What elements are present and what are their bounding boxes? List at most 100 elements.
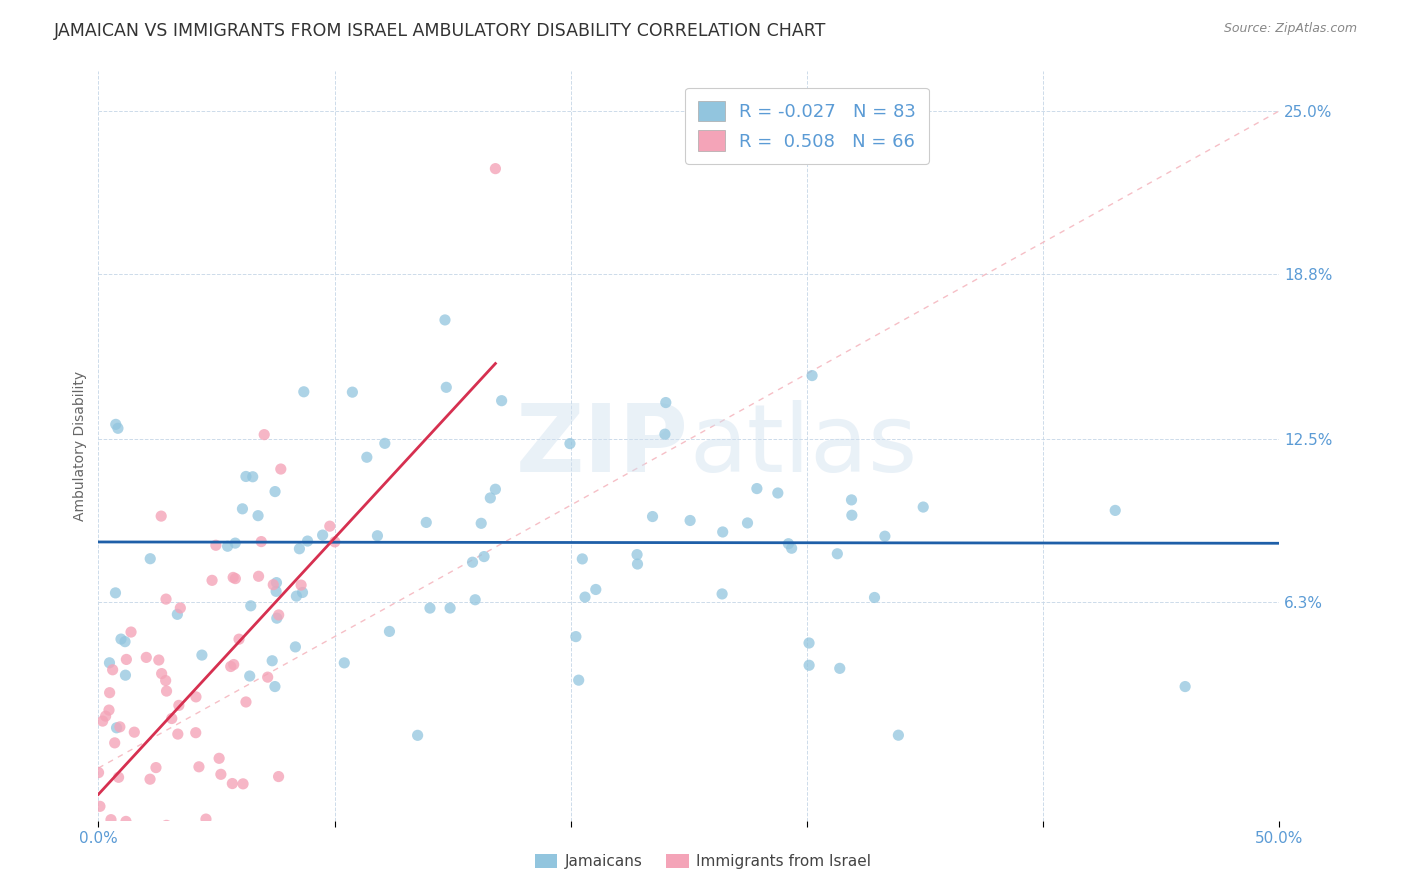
- Point: [110, 632, 132, 646]
- Point: [114, 668, 136, 682]
- Point: [267, 607, 290, 622]
- Point: [266, 611, 288, 625]
- Point: [132, 827, 155, 841]
- Point: [291, 585, 314, 599]
- Point: [228, 632, 250, 647]
- Point: [160, 712, 183, 726]
- Point: [256, 670, 278, 684]
- Point: [284, 640, 307, 654]
- Point: [266, 575, 288, 590]
- Point: [319, 519, 342, 533]
- Point: [1104, 503, 1126, 517]
- Point: [366, 529, 388, 543]
- Point: [184, 690, 207, 704]
- Point: [464, 592, 486, 607]
- Point: [434, 380, 457, 394]
- Point: [780, 541, 803, 556]
- Point: [766, 486, 789, 500]
- Point: [217, 539, 239, 553]
- Point: [94, 827, 117, 841]
- Point: [239, 669, 262, 683]
- Point: [94, 709, 117, 723]
- Point: [262, 577, 284, 591]
- Point: [711, 587, 734, 601]
- Point: [356, 450, 378, 465]
- Point: [139, 551, 162, 566]
- Point: [112, 827, 135, 841]
- Point: [801, 368, 824, 383]
- Point: [491, 393, 513, 408]
- Point: [101, 663, 124, 677]
- Point: [219, 659, 242, 673]
- Point: [247, 508, 270, 523]
- Point: [1174, 680, 1197, 694]
- Point: [264, 680, 287, 694]
- Point: [166, 727, 188, 741]
- Text: JAMAICAN VS IMMIGRANTS FROM ISRAEL AMBULATORY DISABILITY CORRELATION CHART: JAMAICAN VS IMMIGRANTS FROM ISRAEL AMBUL…: [53, 22, 825, 40]
- Point: [264, 584, 287, 599]
- Point: [912, 500, 935, 514]
- Point: [89, 799, 111, 814]
- Point: [155, 818, 177, 832]
- Point: [100, 813, 122, 827]
- Point: [374, 436, 396, 450]
- Point: [292, 384, 315, 399]
- Point: [138, 827, 160, 841]
- Point: [187, 760, 209, 774]
- Point: [288, 541, 311, 556]
- Point: [104, 417, 127, 432]
- Legend: R = -0.027   N = 83, R =  0.508   N = 66: R = -0.027 N = 83, R = 0.508 N = 66: [685, 88, 929, 164]
- Point: [222, 570, 245, 584]
- Point: [105, 721, 128, 735]
- Point: [115, 814, 138, 829]
- Point: [378, 624, 401, 639]
- Point: [250, 534, 273, 549]
- Point: [135, 650, 157, 665]
- Point: [242, 469, 264, 483]
- Point: [231, 501, 253, 516]
- Point: [167, 698, 190, 713]
- Point: [887, 728, 910, 742]
- Point: [124, 725, 146, 739]
- Legend: Jamaicans, Immigrants from Israel: Jamaicans, Immigrants from Israel: [529, 848, 877, 875]
- Point: [150, 666, 173, 681]
- Point: [148, 653, 170, 667]
- Point: [98, 703, 121, 717]
- Point: [470, 516, 492, 531]
- Point: [419, 601, 441, 615]
- Point: [253, 427, 276, 442]
- Point: [221, 776, 243, 790]
- Point: [406, 728, 429, 742]
- Point: [184, 725, 207, 739]
- Point: [155, 592, 177, 607]
- Point: [571, 552, 593, 566]
- Point: [333, 656, 356, 670]
- Point: [108, 720, 131, 734]
- Text: atlas: atlas: [689, 400, 917, 492]
- Point: [104, 586, 127, 600]
- Text: ZIP: ZIP: [516, 400, 689, 492]
- Point: [247, 569, 270, 583]
- Point: [262, 654, 284, 668]
- Point: [98, 686, 121, 700]
- Point: [235, 695, 257, 709]
- Point: [224, 572, 246, 586]
- Point: [827, 547, 849, 561]
- Point: [311, 528, 333, 542]
- Point: [863, 591, 886, 605]
- Point: [107, 421, 129, 435]
- Point: [155, 684, 177, 698]
- Point: [112, 827, 135, 841]
- Point: [679, 514, 702, 528]
- Point: [285, 589, 308, 603]
- Point: [841, 492, 863, 507]
- Point: [139, 772, 162, 787]
- Point: [104, 736, 127, 750]
- Point: [264, 484, 287, 499]
- Point: [201, 574, 224, 588]
- Point: [439, 601, 461, 615]
- Point: [585, 582, 607, 597]
- Point: [323, 534, 346, 549]
- Text: Source: ZipAtlas.com: Source: ZipAtlas.com: [1223, 22, 1357, 36]
- Point: [267, 770, 290, 784]
